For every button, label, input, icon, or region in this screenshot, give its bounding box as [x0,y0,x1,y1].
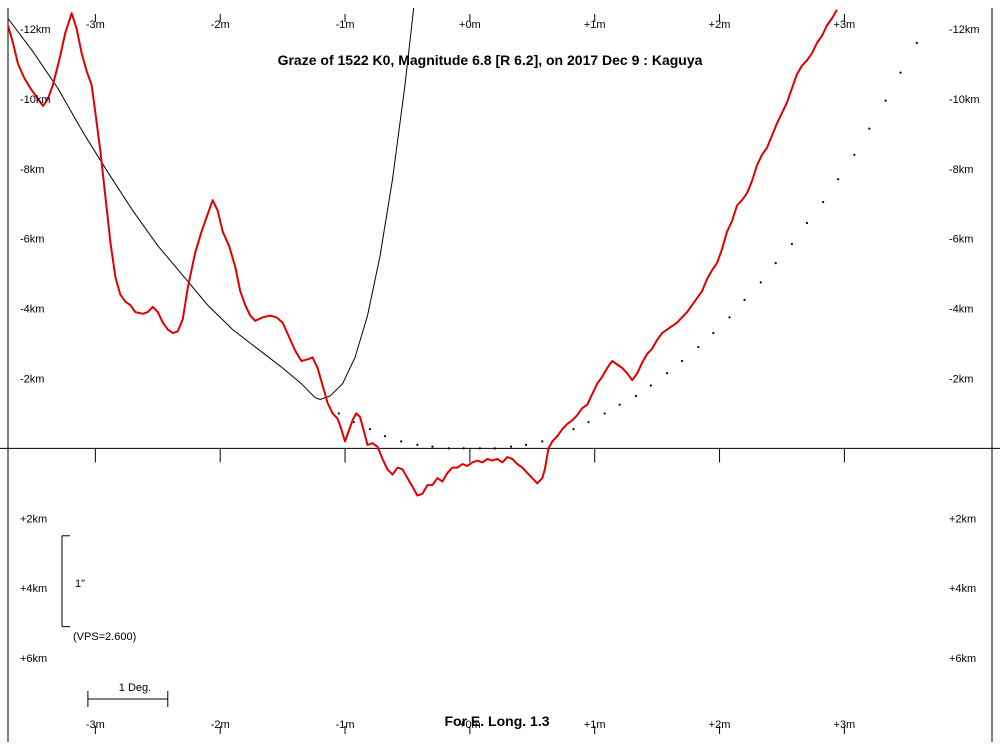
x-tick-label-top: +1m [584,19,606,31]
observer-path-curve-line [7,7,415,401]
axes-group [0,8,1000,742]
x-tick-label-bottom: +1m [584,719,606,731]
limb-dot [680,359,684,363]
x-tick-label-top: +3m [834,19,856,31]
limb-dot [447,447,450,450]
limb-dots-group [337,41,918,450]
limb-dot [805,221,809,225]
y-tick-label-left: +2km [20,513,47,525]
vertical-scale-note: (VPS=2.600) [73,631,136,643]
y-tick-label-left: -8km [20,164,44,176]
x-tick-label-top: +2m [709,19,731,31]
y-tick-label-right: +2km [949,513,976,525]
y-tick-label-left: -6km [20,234,44,246]
limb-dot [478,447,481,450]
limb-dot [603,412,606,415]
chart-footer: For E. Long. 1.3 [444,713,549,729]
y-tick-label-right: -10km [949,94,980,106]
limb-dot [634,394,638,398]
limb-dot [337,412,340,415]
limb-dot [868,127,871,130]
y-tick-label-right: -6km [949,234,973,246]
y-tick-label-left: +6km [20,653,47,665]
limb-dot [697,345,700,349]
x-tick-label-bottom: +0m [459,719,481,731]
limb-dot [431,445,434,448]
limb-dot [587,421,590,424]
x-tick-label-bottom: +2m [709,719,731,731]
x-tick-label-bottom: -3m [86,719,105,731]
limb-dot [884,99,887,102]
x-tick-label-bottom: -1m [336,719,355,731]
limb-dot [524,443,528,447]
x-tick-label-top: -2m [211,19,230,31]
limb-dot [618,403,621,406]
limb-dot [774,262,777,265]
y-tick-label-left: -2km [20,373,44,385]
limb-dot [572,428,575,431]
y-tick-label-left: +4km [20,583,47,595]
limb-dot [383,435,387,438]
limb-dot [352,421,355,424]
limb-dot [743,298,746,301]
x-tick-label-bottom: +3m [834,719,856,731]
limb-dot [728,316,731,319]
y-tick-label-right: +6km [949,653,976,665]
limb-dot [759,281,762,284]
limb-dot [853,153,856,156]
limb-dot [400,440,403,443]
vertical-scale-label: 1" [75,578,85,590]
scale-bars-group: 1" (VPS=2.600) 1 Deg. [61,535,169,707]
y-tick-label-right: -4km [949,304,973,316]
x-tick-label-top: -1m [336,19,355,31]
chart-title: Graze of 1522 K0, Magnitude 6.8 [R 6.2],… [278,52,703,68]
limb-dot [541,440,544,443]
y-tick-label-right: -12km [949,24,980,36]
limb-dot [915,41,918,45]
x-tick-label-bottom: -2m [211,719,230,731]
lunar-limb-profile-line [7,9,838,497]
x-tick-label-top: -3m [86,19,105,31]
limb-dot [837,178,840,181]
limb-dot [368,428,372,431]
y-tick-label-left: -4km [20,304,44,316]
x-tick-label-top: +0m [459,19,481,31]
y-tick-label-right: -8km [949,164,973,176]
limb-dot [666,372,669,375]
limb-dot [416,443,419,447]
limb-dot [899,71,902,74]
limb-dot [649,384,652,387]
y-tick-label-left: -12km [20,24,51,36]
y-tick-label-right: -2km [949,373,973,385]
limb-dot [712,331,715,335]
profile-group [7,9,838,497]
limb-dot [462,447,465,450]
limb-dot [493,447,496,450]
observer-curve-group [7,7,415,401]
y-tick-label-right: +4km [949,583,976,595]
limb-dot [509,445,513,448]
horizontal-scale-label: 1 Deg. [119,682,151,694]
limb-dot [790,242,794,246]
tick-labels-group: -3m -3m -2m -2m -1m -1m +0m +0m +1m +1m +2m +2m +3m +… [20,19,980,731]
limb-dot [822,200,825,204]
y-tick-label-left: -10km [20,94,51,106]
